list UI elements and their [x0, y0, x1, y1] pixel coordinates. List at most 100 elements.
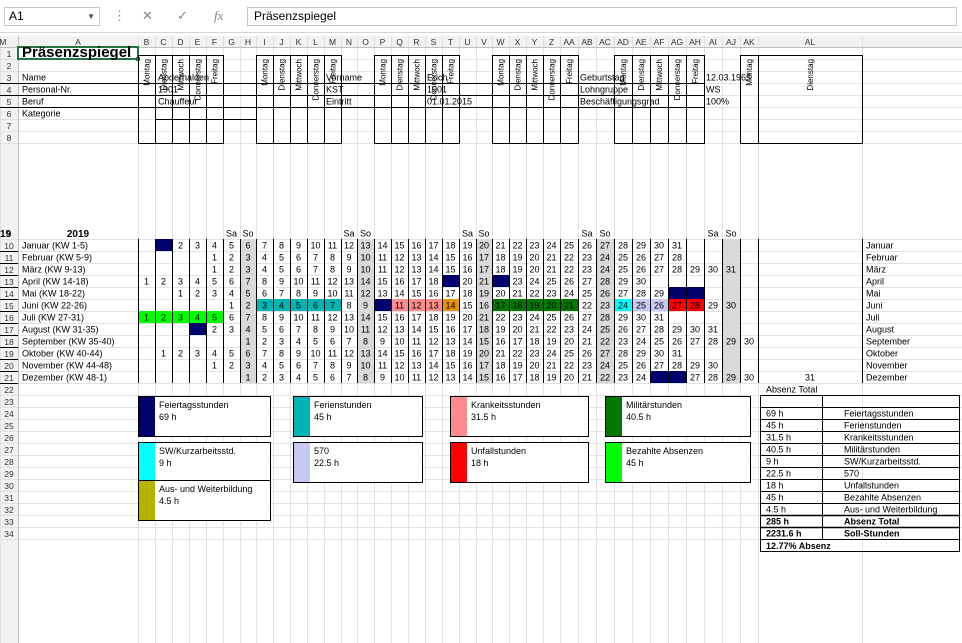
day-number: 1 — [144, 277, 149, 287]
info-label: Eintritt — [326, 97, 352, 107]
row-header-33: 33 — [4, 517, 14, 527]
day-cell-colored — [686, 287, 704, 299]
day-number: 4 — [296, 373, 301, 383]
sunday-empty — [722, 323, 740, 335]
day-number: 6 — [296, 253, 301, 263]
day-number: 26 — [636, 361, 646, 371]
day-number: 14 — [411, 325, 421, 335]
day-number: 24 — [636, 337, 646, 347]
absenz-label: Feiertagsstunden — [844, 409, 914, 419]
day-number: 20 — [529, 253, 539, 263]
day-cell-colored — [357, 347, 374, 359]
info-value: 100% — [706, 97, 729, 107]
weekday-label-dienstag: Dienstag — [637, 59, 646, 91]
row-header-24: 24 — [4, 409, 14, 419]
day-number: 28 — [672, 361, 682, 371]
day-number: 5 — [279, 253, 284, 263]
legend-box — [138, 442, 271, 483]
day-number: 18 — [512, 301, 522, 311]
column-header-j: J — [279, 37, 283, 47]
day-cell-colored — [240, 287, 256, 299]
day-number: 20 — [546, 301, 556, 311]
saturday-header: Sa — [343, 229, 354, 239]
day-number: 29 — [672, 325, 682, 335]
day-number: 4 — [195, 313, 200, 323]
day-number: 2 — [212, 325, 217, 335]
spreadsheet-grid[interactable]: A B C D E F G H I J K L M N O P Q R S T U V W X Y Z AA AB AC AD AE AF AG… — [0, 36, 962, 643]
day-cell-colored — [722, 263, 740, 275]
day-number: 28 — [708, 373, 718, 383]
day-number: 16 — [495, 373, 505, 383]
more-options-icon[interactable]: ⋮ — [113, 8, 126, 23]
chevron-down-icon[interactable]: ▼ — [87, 12, 95, 21]
day-number: 26 — [636, 265, 646, 275]
day-number: 11 — [378, 361, 387, 371]
day-number: 14 — [445, 301, 455, 311]
day-number: 25 — [546, 277, 556, 287]
day-number: 3 — [195, 349, 200, 359]
absenz-label: Bezahlte Absenzen — [844, 493, 921, 503]
row-header-1: 1 — [7, 49, 12, 59]
day-number: 3 — [212, 289, 217, 299]
day-number: 16 — [445, 325, 455, 335]
day-number: 1 — [245, 337, 250, 347]
day-number: 28 — [708, 337, 718, 347]
day-number: 5 — [212, 277, 217, 287]
day-number: 18 — [495, 361, 505, 371]
day-number: 16 — [411, 349, 421, 359]
day-number: 17 — [479, 253, 489, 263]
column-header-g: G — [228, 37, 235, 47]
day-number: 18 — [495, 253, 505, 263]
legend-value: 18 h — [471, 458, 489, 468]
enter-icon[interactable]: ✓ — [177, 8, 188, 23]
sunday-empty — [722, 251, 740, 263]
legend-value: 45 h — [626, 458, 644, 468]
day-cell-colored — [722, 371, 740, 383]
saturday-header: Sa — [226, 229, 237, 239]
legend-box — [138, 480, 271, 521]
day-number: 24 — [546, 349, 556, 359]
day-number: 12 — [411, 301, 421, 311]
day-number: 19 — [479, 289, 489, 299]
day-cell-colored — [668, 299, 686, 311]
day-number: 6 — [296, 361, 301, 371]
weekday-label-freitag: Freitag — [691, 59, 700, 84]
day-number: 30 — [726, 301, 736, 311]
name-box[interactable]: A1 ▼ — [4, 7, 100, 26]
day-number: 7 — [262, 241, 267, 251]
weekday-label-montag: Montag — [619, 59, 628, 86]
column-header-ab: AB — [581, 37, 593, 47]
day-number: 25 — [582, 289, 592, 299]
legend-box — [138, 396, 271, 437]
day-number: 1 — [178, 289, 183, 299]
day-number: 13 — [428, 301, 438, 311]
formula-input[interactable]: Präsenzspiegel — [247, 7, 957, 26]
absenz-label: Aus- und Weiterbildung — [844, 505, 937, 515]
day-cell-colored — [476, 323, 492, 335]
legend-label: Krankeitsstunden — [471, 400, 541, 410]
day-number: 19 — [462, 241, 472, 251]
day-number: 8 — [330, 361, 335, 371]
day-cell-colored — [543, 299, 560, 311]
day-number: 21 — [495, 349, 505, 359]
row-header-3: 3 — [7, 73, 12, 83]
day-cell-colored — [357, 239, 374, 251]
day-number: 10 — [394, 373, 404, 383]
day-cell-colored — [357, 275, 374, 287]
day-number: 24 — [546, 241, 556, 251]
day-number: 26 — [582, 241, 592, 251]
day-cell-colored — [596, 239, 614, 251]
day-number: 3 — [279, 373, 284, 383]
legend-label: SW/Kurzarbeitsstd. — [159, 446, 236, 456]
cancel-icon[interactable]: ✕ — [142, 8, 153, 23]
legend-value: 31.5 h — [471, 412, 496, 422]
row-header-27: 27 — [4, 445, 14, 455]
day-number: 30 — [690, 325, 700, 335]
info-label: Kategorie — [22, 109, 61, 119]
day-number: 30 — [744, 337, 754, 347]
day-number: 21 — [582, 337, 592, 347]
day-number: 25 — [564, 241, 574, 251]
day-number: 30 — [636, 313, 646, 323]
sunday-header: So — [478, 229, 489, 239]
insert-function-icon[interactable]: fx — [214, 8, 224, 23]
